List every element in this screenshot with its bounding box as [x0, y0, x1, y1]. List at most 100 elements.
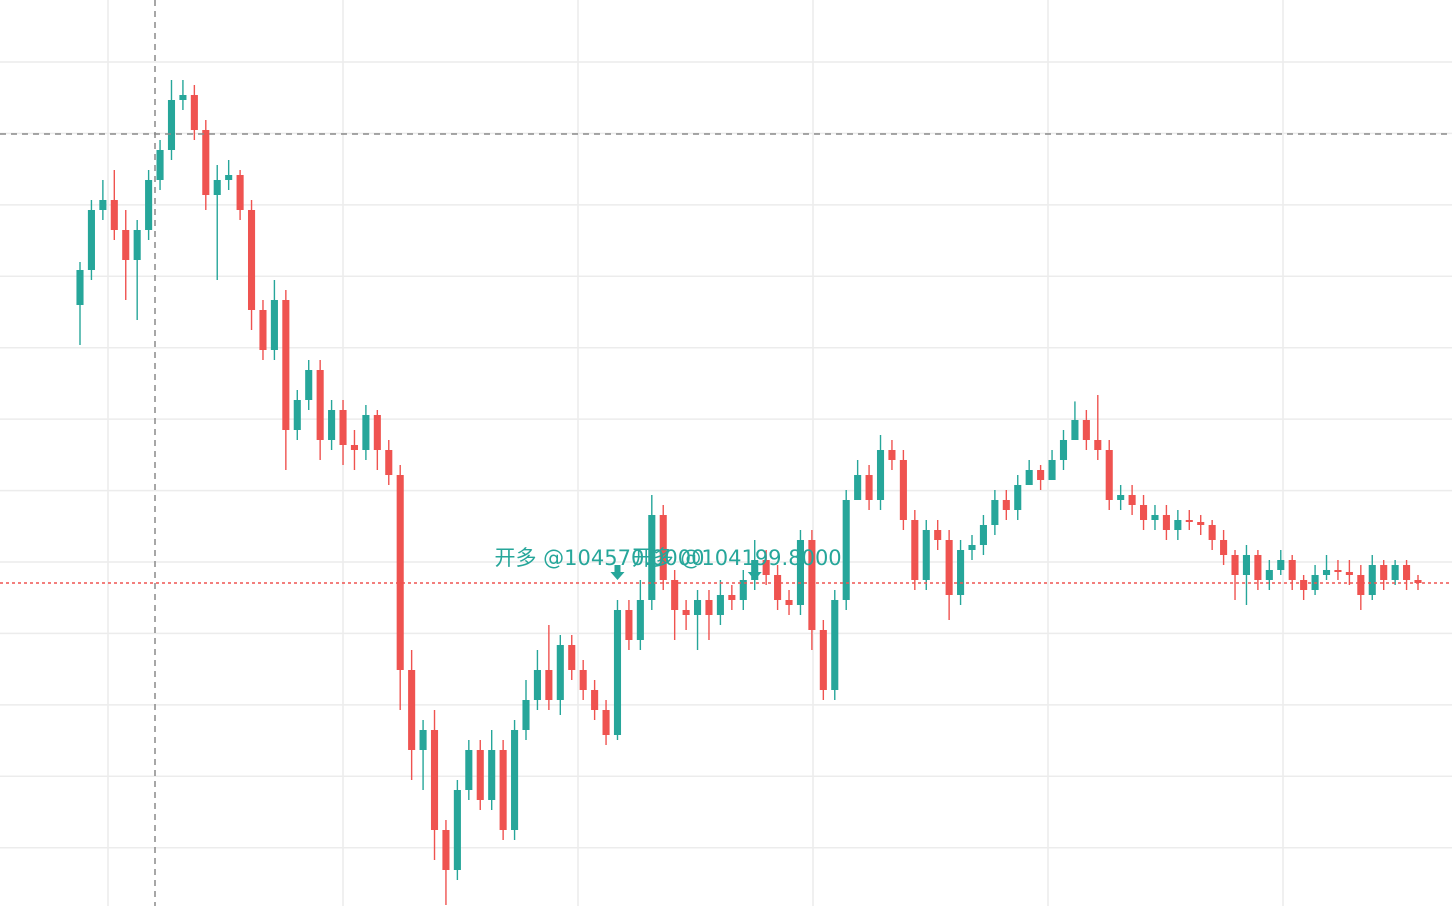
candle-body	[110, 200, 118, 230]
candle-body	[87, 210, 95, 270]
candle-body	[1288, 560, 1296, 580]
candle-body	[945, 540, 953, 595]
candle-body	[1414, 580, 1422, 583]
candle-body	[282, 300, 290, 430]
candle-body	[533, 670, 541, 700]
candle-body	[499, 750, 507, 830]
candle-body	[568, 645, 576, 670]
candle-body	[1174, 520, 1182, 530]
candle-body	[1185, 520, 1193, 522]
candle-body	[648, 515, 656, 600]
candle-body	[259, 310, 267, 350]
candle-body	[179, 95, 187, 100]
candle-body	[1208, 525, 1216, 540]
candle-body	[1220, 540, 1228, 555]
candle-body	[739, 580, 747, 600]
candle-body	[1128, 495, 1136, 505]
candle-body	[465, 750, 473, 790]
candle-body	[796, 540, 805, 605]
candle-body	[911, 520, 919, 580]
candle-body	[682, 610, 690, 615]
candle-body	[785, 600, 793, 605]
candle-body	[716, 595, 724, 615]
candle-body	[522, 700, 530, 730]
candle-body	[1025, 470, 1033, 485]
candle-body	[1014, 485, 1022, 510]
candle-body	[247, 210, 256, 310]
candle-body	[819, 630, 827, 690]
candle-body	[968, 545, 976, 550]
candle-body	[385, 450, 393, 475]
candle-body	[270, 300, 278, 350]
candle-body	[1082, 420, 1090, 440]
candle-body	[167, 100, 176, 150]
candle-body	[693, 600, 702, 615]
candle-body	[1151, 515, 1159, 520]
trade-arrow	[610, 565, 625, 580]
candle-body	[442, 830, 450, 870]
candle-body	[1242, 555, 1251, 575]
candle-body	[1105, 450, 1113, 500]
candle-body	[636, 600, 644, 640]
candle-body	[762, 560, 770, 575]
candle-body	[408, 670, 416, 750]
candle-body	[396, 475, 404, 670]
candle-body	[1380, 565, 1388, 580]
candle-body	[774, 575, 782, 600]
candle-body	[122, 230, 130, 260]
candle-body	[328, 410, 336, 440]
candle-body	[362, 415, 370, 450]
candle-body	[373, 415, 381, 450]
candle-body	[145, 180, 153, 230]
candle-body	[156, 150, 164, 180]
candle-body	[488, 750, 496, 800]
candle-body	[1071, 420, 1079, 440]
candle-body	[339, 410, 347, 445]
candle-body	[899, 460, 907, 520]
candle-body	[865, 475, 873, 500]
candle-body	[476, 750, 484, 800]
candle-body	[545, 670, 553, 700]
candle-body	[876, 450, 885, 500]
candle-body	[1162, 515, 1170, 530]
candle-body	[350, 445, 359, 450]
candle-body	[991, 500, 999, 525]
candle-body	[1277, 560, 1285, 570]
candle-body	[1300, 580, 1308, 590]
trade-label: 开多 @104199.8000	[632, 546, 842, 570]
candle-body	[957, 550, 965, 595]
candle-body	[842, 500, 850, 600]
candle-body	[888, 450, 896, 460]
candles	[76, 80, 1422, 905]
candle-body	[511, 730, 519, 830]
candle-body	[1265, 570, 1273, 580]
candle-body	[1231, 555, 1239, 575]
candle-body	[1322, 570, 1331, 575]
candle-body	[316, 370, 324, 440]
candle-body	[293, 400, 301, 430]
candle-body	[99, 200, 107, 210]
candle-body	[831, 600, 839, 690]
candle-body	[602, 710, 610, 735]
candle-body	[1391, 565, 1399, 580]
candle-body	[922, 530, 930, 580]
candle-body	[613, 610, 622, 735]
candle-body	[1059, 440, 1068, 460]
candle-body	[1334, 570, 1342, 572]
candle-body	[305, 370, 313, 400]
candle-body	[1403, 565, 1411, 580]
candle-body	[213, 180, 221, 195]
candle-body	[133, 230, 141, 260]
candle-body	[1002, 500, 1010, 510]
vertical-grid	[107, 0, 1284, 906]
candle-body	[625, 610, 633, 640]
candle-body	[1048, 460, 1056, 480]
candle-body	[854, 475, 862, 500]
candle-body	[1368, 565, 1376, 595]
candle-body	[1037, 470, 1045, 480]
candle-body	[236, 175, 244, 210]
trade-label: 开多 @104570.0000	[494, 546, 704, 570]
